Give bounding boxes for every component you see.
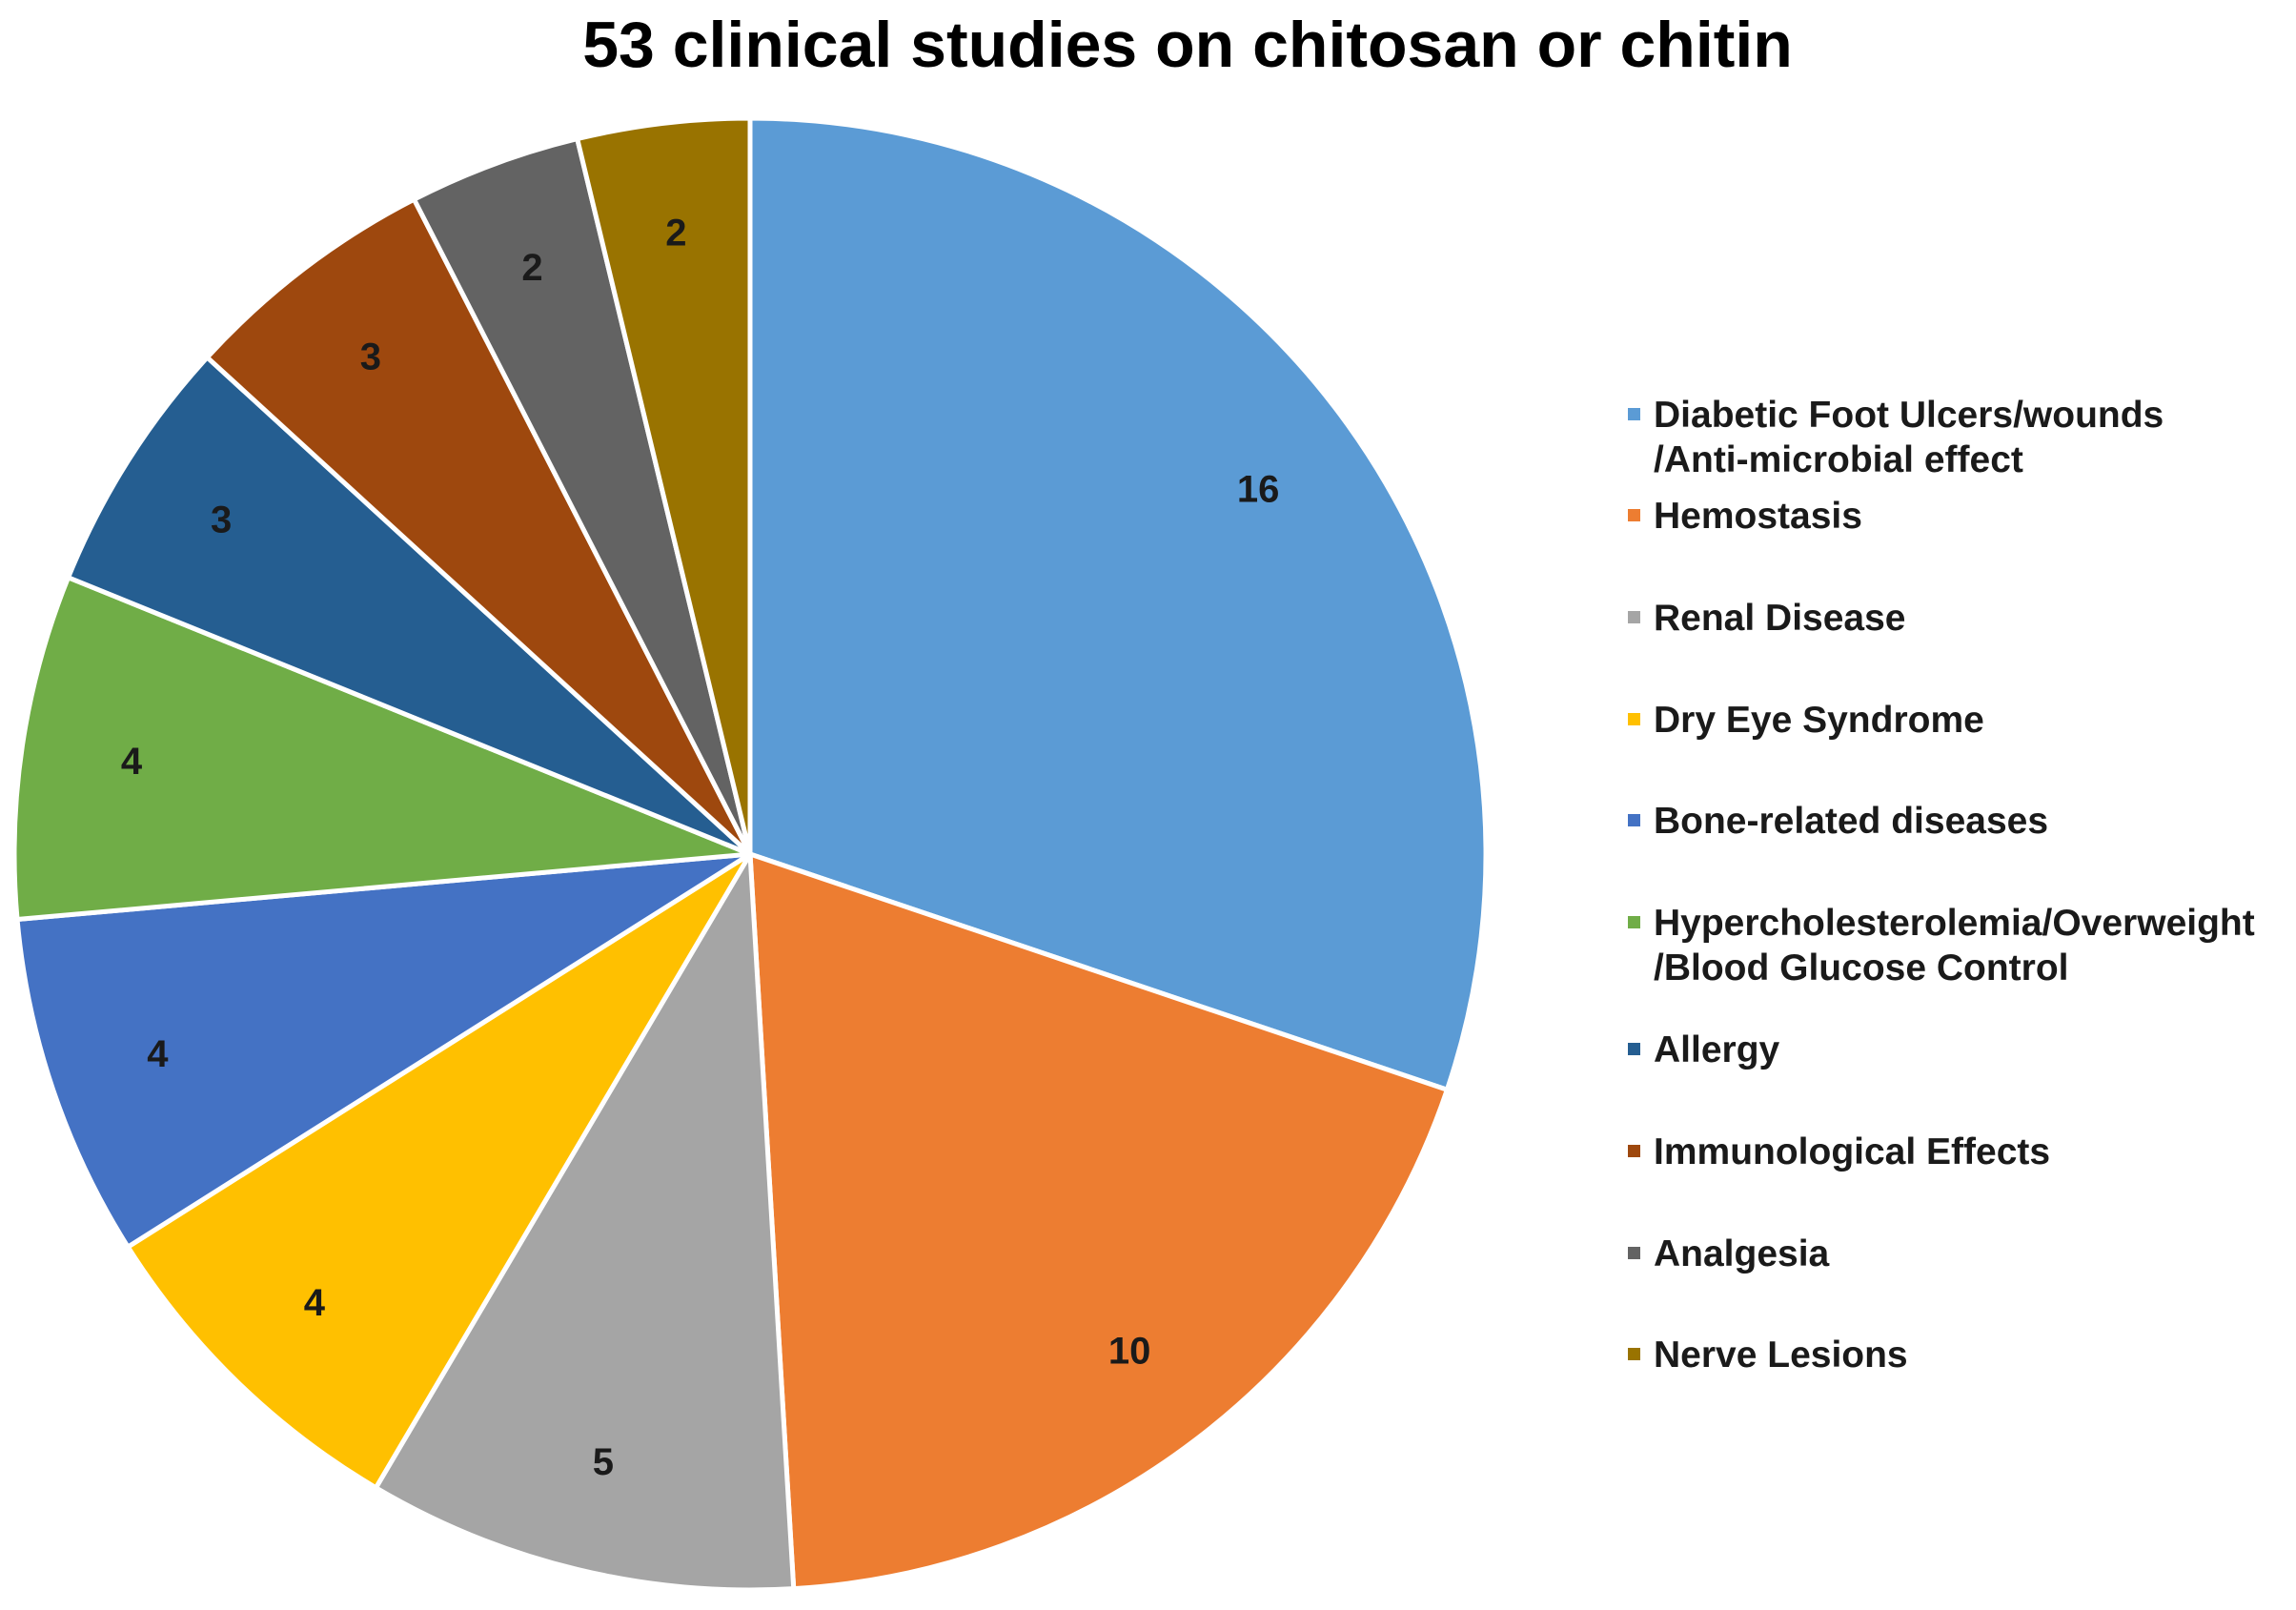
legend-label: Analgesia xyxy=(1654,1233,1830,1274)
legend-label: Renal Disease xyxy=(1654,598,1906,639)
pie-data-label: 4 xyxy=(304,1282,326,1324)
pie-data-label: 5 xyxy=(593,1441,614,1483)
pie-slice xyxy=(575,115,753,857)
pie-data-label: 16 xyxy=(1237,468,1280,510)
pie-slice xyxy=(747,851,1450,1592)
pie-data-label: 3 xyxy=(211,499,232,541)
legend-swatch xyxy=(1628,1145,1640,1157)
legend-item: Immunological Effects xyxy=(1628,1130,2050,1174)
pie-slice xyxy=(125,851,753,1491)
legend-item: Nerve Lesions xyxy=(1628,1333,1908,1377)
legend-item: Hemostasis xyxy=(1628,494,1862,539)
pie-data-labels: 16 10 5 4 4 4 3 3 2 2 xyxy=(121,212,1280,1482)
legend-swatch xyxy=(1628,916,1640,928)
legend-swatch xyxy=(1628,814,1640,826)
pie-slices xyxy=(11,115,1489,1593)
pie-data-label: 2 xyxy=(521,247,542,289)
pie-data-label: 2 xyxy=(665,212,686,254)
pie-data-label: 10 xyxy=(1108,1331,1151,1373)
legend-item: Diabetic Foot Ulcers/wounds /Anti-microb… xyxy=(1628,393,2164,482)
legend-label: Hypercholesterolemia/Overweight /Blood G… xyxy=(1654,903,2255,988)
pie-data-label: 4 xyxy=(147,1033,169,1075)
legend-item: Hypercholesterolemia/Overweight /Blood G… xyxy=(1628,901,2255,990)
legend-label: Allergy xyxy=(1654,1029,1780,1070)
pie-slice xyxy=(373,851,797,1593)
legend-label: Dry Eye Syndrome xyxy=(1654,700,1984,741)
legend-swatch xyxy=(1628,1043,1640,1055)
legend-item: Allergy xyxy=(1628,1028,1779,1072)
legend-swatch xyxy=(1628,1247,1640,1259)
legend-label: Bone-related diseases xyxy=(1654,801,2049,842)
legend-swatch xyxy=(1628,713,1640,725)
pie-slice xyxy=(11,575,753,923)
legend-label: Nerve Lesions xyxy=(1654,1335,1908,1376)
legend-label: Hemostasis xyxy=(1654,496,1862,537)
legend-label: Immunological Effects xyxy=(1654,1131,2051,1172)
legend-item: Renal Disease xyxy=(1628,596,1906,641)
pie-slice xyxy=(66,355,753,857)
legend-swatch xyxy=(1628,509,1640,521)
legend-swatch xyxy=(1628,1348,1640,1360)
pie-slice xyxy=(14,851,753,1250)
pie-slice xyxy=(747,115,1489,1092)
chart-title: 53 clinical studies on chitosan or chiti… xyxy=(582,9,1793,81)
legend-item: Analgesia xyxy=(1628,1232,1829,1276)
legend-swatch xyxy=(1628,408,1640,420)
legend-item: Dry Eye Syndrome xyxy=(1628,698,1984,743)
legend-swatch xyxy=(1628,611,1640,623)
pie-slice xyxy=(204,196,753,857)
pie-data-label: 3 xyxy=(360,336,381,377)
legend-item: Bone-related diseases xyxy=(1628,799,2048,844)
legend-label: Diabetic Foot Ulcers/wounds /Anti-microb… xyxy=(1654,395,2164,480)
pie-data-label: 4 xyxy=(121,741,143,783)
